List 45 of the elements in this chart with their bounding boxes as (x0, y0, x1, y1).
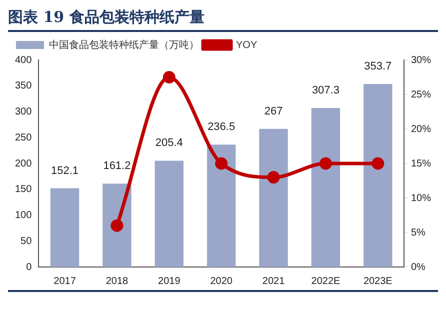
x-tick-label: 2023E (363, 276, 393, 287)
y-tick-label: 300 (14, 106, 32, 118)
y-tick-label: 50 (20, 236, 32, 247)
point (267, 171, 280, 184)
bar (364, 84, 392, 267)
legend-label: YOY (236, 40, 258, 51)
point (372, 157, 384, 170)
x-tick-label: 2019 (158, 276, 181, 287)
x-tick-label: 2022E (311, 276, 340, 287)
point (215, 157, 228, 170)
bar (50, 188, 80, 267)
y2-tick-label: 20% (410, 124, 432, 135)
legend-label: 中国食品包装特种纸产量（万吨） (49, 38, 199, 51)
y-tick-label: 100 (14, 210, 32, 221)
y2-tick-label: 0% (410, 262, 426, 273)
data-label: 205.4 (155, 137, 183, 150)
x-tick-label: 2018 (106, 276, 129, 287)
chart-title: 图表 19 食品包装特种纸产量 (8, 8, 438, 32)
data-label: 152.1 (51, 164, 79, 177)
data-label: 161.2 (103, 160, 131, 172)
x-tick-label: 2017 (54, 276, 76, 287)
point (162, 71, 176, 84)
y2-tick-label: 5% (410, 227, 426, 238)
data-label: 307.3 (312, 84, 340, 97)
y-tick-label: 250 (14, 132, 32, 144)
x-tick-label: 2021 (262, 276, 286, 287)
data-label: 353.7 (364, 60, 392, 72)
y-tick-label: 400 (14, 54, 32, 66)
bar (311, 108, 340, 267)
y-tick-label: 150 (14, 184, 32, 196)
bar (154, 160, 184, 267)
y-tick-label: 200 (14, 158, 32, 170)
bar (259, 128, 288, 267)
y2-tick-label: 10% (410, 192, 432, 204)
point (110, 219, 124, 232)
bar (206, 144, 236, 267)
point (319, 157, 332, 170)
y2-tick-label: 25% (410, 89, 432, 100)
x-tick-label: 2020 (210, 276, 233, 287)
y-tick-label: 350 (14, 80, 32, 92)
data-label: 236.5 (208, 121, 236, 134)
data-label: 267 (264, 105, 283, 118)
y2-tick-label: 15% (410, 158, 432, 170)
y-tick-label: 0 (26, 262, 32, 273)
y2-tick-label: 30% (410, 54, 432, 66)
